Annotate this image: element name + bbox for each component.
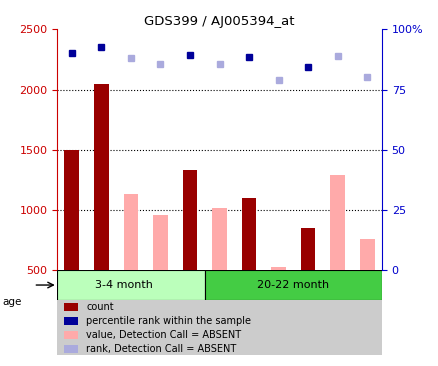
Bar	[234, 270, 263, 355]
Bar	[263, 270, 293, 355]
Text: percentile rank within the sample: percentile rank within the sample	[86, 316, 251, 326]
Bar	[64, 317, 78, 325]
Bar	[64, 346, 78, 353]
Bar	[153, 215, 167, 270]
Bar	[64, 331, 78, 339]
Bar	[116, 270, 145, 355]
Bar	[57, 270, 204, 300]
Bar	[359, 239, 374, 270]
Text: value, Detection Call = ABSENT: value, Detection Call = ABSENT	[86, 330, 241, 340]
Bar	[57, 270, 86, 355]
Bar	[329, 175, 344, 270]
Bar	[300, 228, 315, 270]
Bar	[293, 270, 322, 355]
Bar	[64, 303, 78, 311]
Text: 20-22 month: 20-22 month	[257, 280, 328, 290]
Bar	[204, 270, 234, 355]
Bar	[94, 83, 109, 270]
Bar	[352, 270, 381, 355]
Text: age: age	[2, 297, 21, 307]
Bar	[204, 270, 381, 300]
Bar	[322, 270, 352, 355]
Bar	[182, 170, 197, 270]
Bar	[145, 270, 175, 355]
Bar	[212, 208, 226, 270]
Bar	[123, 194, 138, 270]
Text: rank, Detection Call = ABSENT: rank, Detection Call = ABSENT	[86, 344, 236, 354]
Bar	[86, 270, 116, 355]
Title: GDS399 / AJ005394_at: GDS399 / AJ005394_at	[144, 15, 294, 28]
Bar	[64, 150, 79, 270]
Text: 3-4 month: 3-4 month	[94, 280, 152, 290]
Bar	[271, 267, 285, 270]
Bar	[241, 198, 256, 270]
Text: count: count	[86, 302, 114, 312]
Bar	[175, 270, 204, 355]
